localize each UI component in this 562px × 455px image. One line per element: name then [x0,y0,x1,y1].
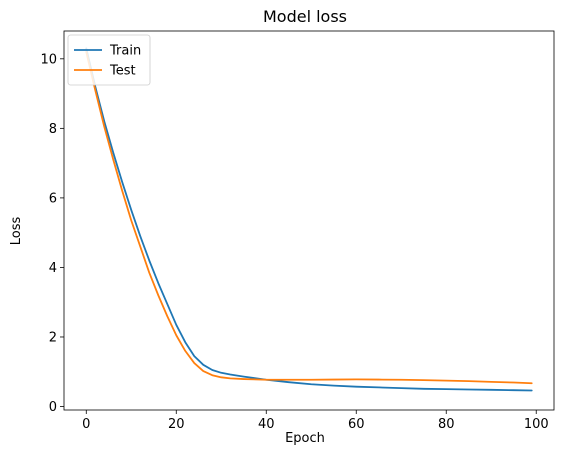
legend-box [67,34,151,86]
x-tick-label: 20 [168,417,185,432]
axes-frame [63,30,555,411]
x-tick-label: 0 [82,417,90,432]
y-axis-label: Loss [9,217,24,246]
chart-title: Model loss [263,7,347,26]
y-tick-label: 2 [49,330,57,345]
axis-ticks: 0 20 40 60 80 100 0 2 4 6 8 10 [40,52,548,432]
series-group [85,47,533,392]
legend-label-test: Test [109,64,136,79]
y-tick-label: 10 [40,52,57,67]
x-tick-label: 100 [524,417,549,432]
x-axis-label: Epoch [285,431,325,446]
y-tick-label: 4 [49,261,57,276]
legend: Train Test [67,34,151,86]
y-tick-label: 6 [49,191,57,206]
y-tick-label: 0 [49,400,57,415]
x-tick-label: 40 [258,417,275,432]
series-line-train [85,47,533,392]
x-tick-label: 80 [438,417,455,432]
x-tick-label: 60 [348,417,365,432]
series-line-test [85,50,533,385]
y-tick-label: 8 [49,122,57,137]
legend-label-train: Train [109,44,141,59]
